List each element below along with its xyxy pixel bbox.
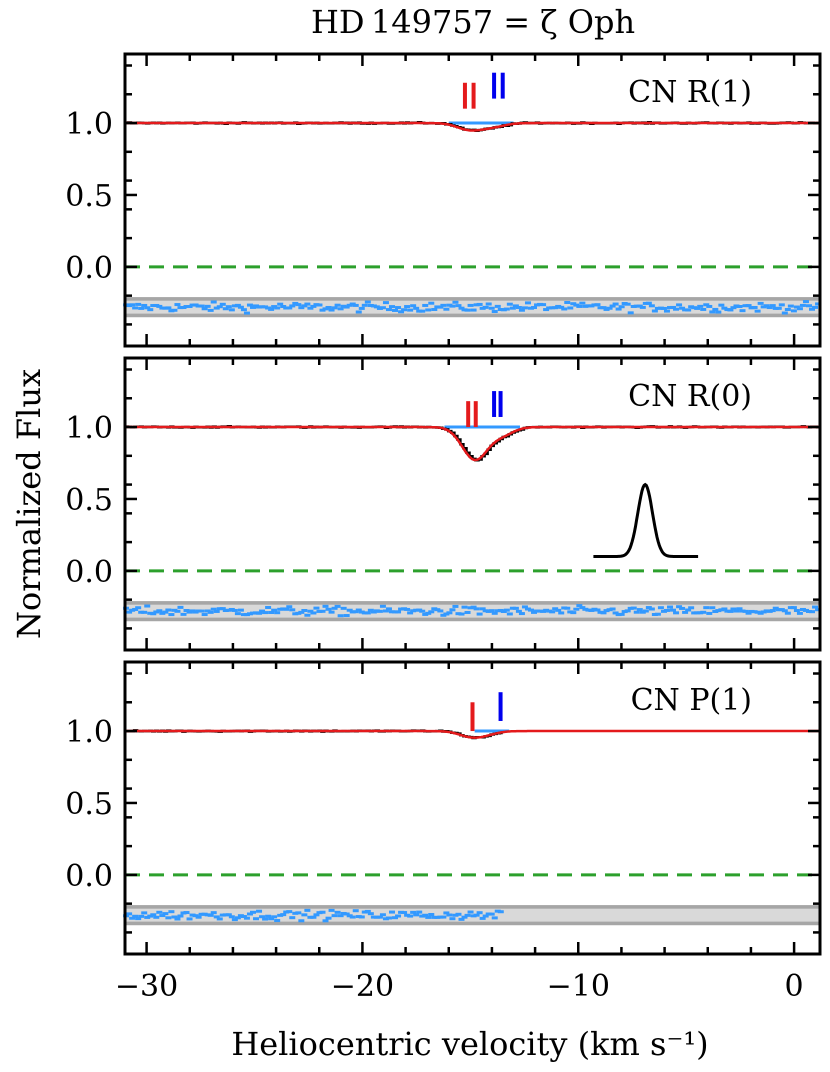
model-fit — [125, 121, 819, 132]
y-tick-label: 0.0 — [65, 555, 113, 590]
y-tick-label: 1.0 — [65, 411, 113, 446]
y-tick-label: 0.0 — [65, 251, 113, 286]
x-tick-label: −10 — [547, 969, 610, 1004]
x-axis-label: Heliocentric velocity (km s⁻¹) — [231, 1025, 708, 1063]
model-fit — [125, 425, 819, 462]
y-axis-label: Normalized Flux — [10, 369, 48, 639]
observed-spectrum — [125, 425, 820, 462]
y-tick-label: 1.0 — [65, 107, 113, 142]
residual-points — [123, 604, 822, 618]
panel-label: CN P(1) — [631, 683, 752, 718]
x-tick-label: −30 — [115, 969, 178, 1004]
y-tick-label: 1.0 — [65, 715, 113, 750]
x-tick-label: −20 — [331, 969, 394, 1004]
y-tick-label: 0.0 — [65, 859, 113, 894]
panel-frame — [123, 52, 822, 348]
y-tick-label: 0.5 — [65, 483, 113, 518]
lsf-profile — [593, 482, 699, 558]
chart-title: HD 149757 = ζ Oph — [311, 3, 635, 41]
panel-1: 0.0 0.5 1.0 CN R(1) — [65, 52, 822, 348]
panel-label: CN R(0) — [628, 379, 752, 414]
y-tick-label: 0.5 — [65, 179, 113, 214]
panel-2: 0.0 0.5 1.0 CN R(0) — [65, 356, 822, 652]
residual-points — [123, 908, 504, 923]
panel-frame — [123, 660, 822, 956]
y-tick-label: 0.5 — [65, 787, 113, 822]
model-fit — [125, 729, 819, 739]
x-tick-label: 0 — [785, 969, 804, 1004]
panel-3: 0.0 0.5 1.0 CN P(1) — [65, 660, 822, 956]
panel-label: CN R(1) — [628, 75, 752, 110]
panel-frame — [123, 356, 822, 652]
residual-points — [123, 300, 822, 315]
